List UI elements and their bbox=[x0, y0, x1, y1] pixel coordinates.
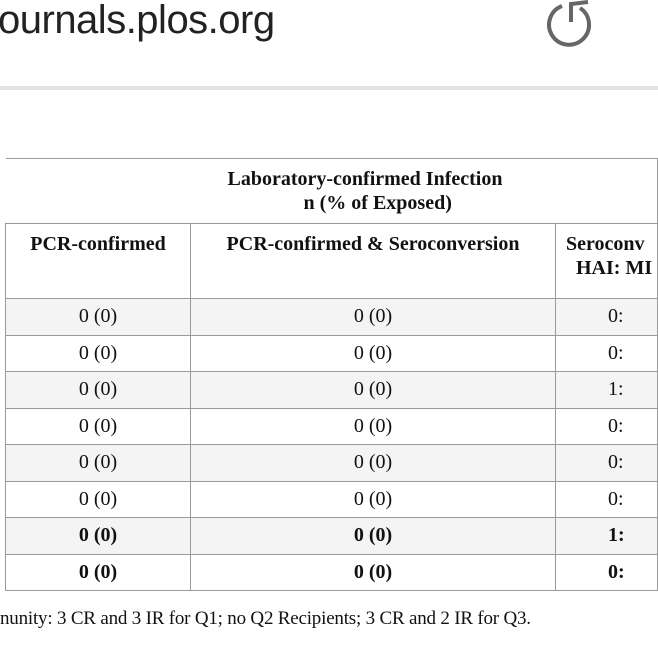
table-row: 0 (0) 0 (0) 0: bbox=[5, 444, 658, 482]
table-row: 0 (0) 0 (0) 0: bbox=[5, 553, 658, 591]
table-cell: 0 (0) bbox=[190, 480, 556, 518]
col-header-sero: Seroconv HAI: MI bbox=[554, 223, 658, 299]
toolbar-divider bbox=[0, 86, 658, 90]
group-header-line2: n (% of Exposed) bbox=[303, 192, 452, 214]
table-cell: 0 (0) bbox=[5, 517, 191, 555]
table-cell: 0: bbox=[554, 334, 658, 372]
col-header-sero-line2: HAI: MI bbox=[576, 257, 653, 279]
table-row: 0 (0) 0 (0) 0: bbox=[5, 298, 658, 336]
table-cell: 0 (0) bbox=[5, 334, 191, 372]
table-row: 0 (0) 0 (0) 1: bbox=[5, 371, 658, 409]
col-header-pcr-sero: PCR-confirmed & Seroconversion bbox=[190, 223, 556, 299]
table-cell: 0 (0) bbox=[5, 407, 191, 445]
table-row: 0 (0) 0 (0) 0: bbox=[5, 407, 658, 445]
table-cell: 0 (0) bbox=[5, 298, 191, 336]
url-text[interactable]: ournals.plos.org bbox=[0, 0, 275, 42]
table-cell: 0 (0) bbox=[5, 480, 191, 518]
group-header-line1: Laboratory-confirmed Infection bbox=[227, 168, 503, 190]
table-cell: 0 (0) bbox=[190, 298, 556, 336]
table-cell: 0 (0) bbox=[5, 371, 191, 409]
data-table: Laboratory-confirmed Infection n (% of E… bbox=[5, 158, 658, 591]
table-cell: 0: bbox=[554, 480, 658, 518]
table-cell: 1: bbox=[554, 371, 658, 409]
table-footnote: nunity: 3 CR and 3 IR for Q1; no Q2 Reci… bbox=[0, 608, 531, 629]
table-cell: 0 (0) bbox=[190, 407, 556, 445]
table-row: 0 (0) 0 (0) 1: bbox=[5, 517, 658, 555]
group-header: Laboratory-confirmed Infection n (% of E… bbox=[5, 158, 658, 224]
table-cell: 0 (0) bbox=[190, 517, 556, 555]
table-row: 0 (0) 0 (0) 0: bbox=[5, 480, 658, 518]
reload-icon[interactable] bbox=[540, 0, 596, 50]
table-cell: 0: bbox=[554, 298, 658, 336]
table-cell: 0 (0) bbox=[190, 334, 556, 372]
table-cell: 1: bbox=[554, 517, 658, 555]
table-cell: 0: bbox=[554, 553, 658, 591]
table-cell: 0 (0) bbox=[5, 444, 191, 482]
table-cell: 0 (0) bbox=[190, 553, 556, 591]
table-cell: 0 (0) bbox=[190, 444, 556, 482]
table-cell: 0: bbox=[554, 407, 658, 445]
table-row: 0 (0) 0 (0) 0: bbox=[5, 334, 658, 372]
table-cell: 0 (0) bbox=[190, 371, 556, 409]
col-header-sero-line1: Seroconv bbox=[566, 233, 645, 255]
table-cell: 0 (0) bbox=[5, 553, 191, 591]
col-header-pcr: PCR-confirmed bbox=[5, 223, 191, 299]
table-cell: 0: bbox=[554, 444, 658, 482]
